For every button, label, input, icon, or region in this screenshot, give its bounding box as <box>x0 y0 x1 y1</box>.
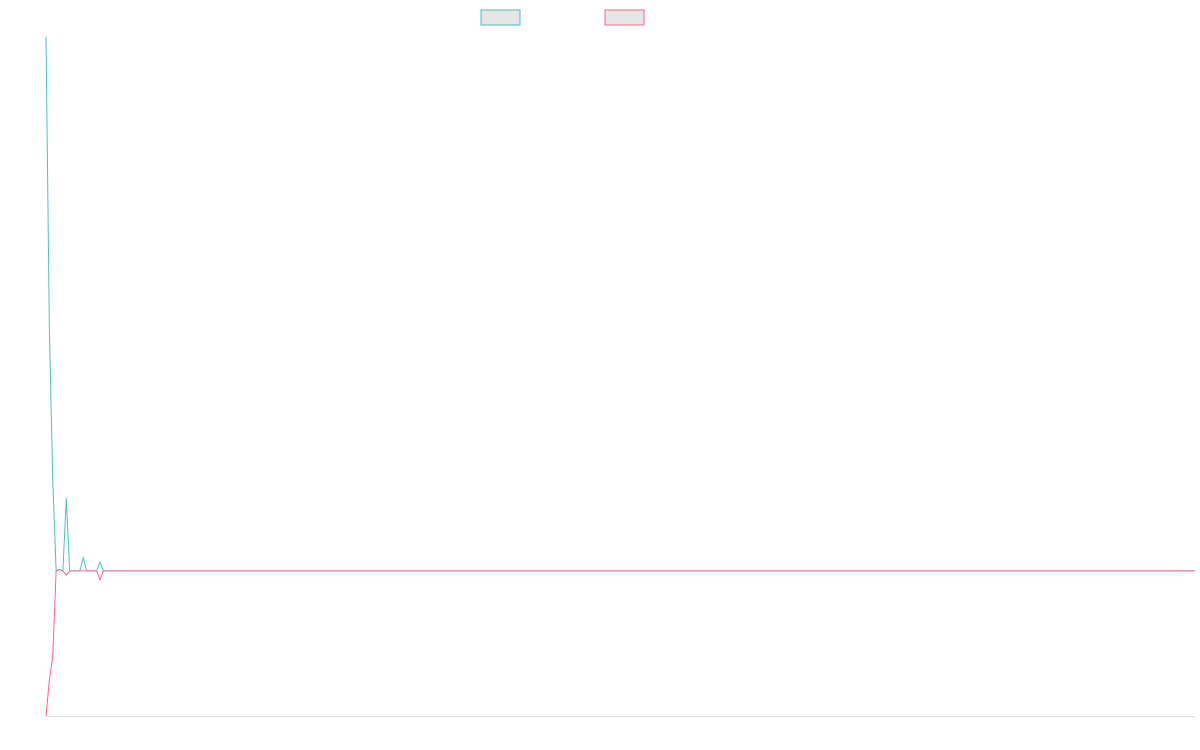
legend-swatch <box>604 9 645 26</box>
series-line <box>45 568 1195 717</box>
legend-swatch <box>480 9 521 26</box>
series-line <box>45 36 1195 572</box>
